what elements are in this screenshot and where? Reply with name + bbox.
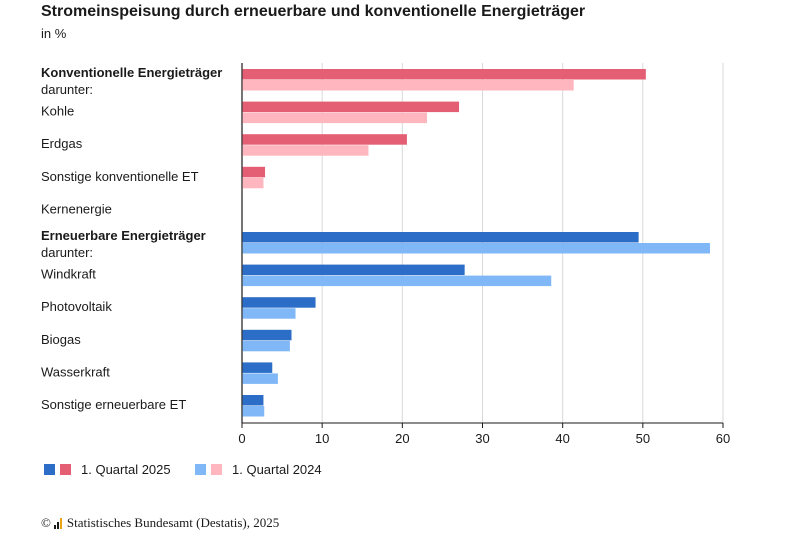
bar-8-2024 (242, 340, 290, 352)
legend-label-2024: 1. Quartal 2024 (232, 462, 322, 477)
bar-0-2025 (242, 69, 646, 80)
legend-item-2024[interactable]: 1. Quartal 2024 (195, 462, 322, 477)
category-sublabel-5: darunter: (41, 245, 93, 260)
x-tick-label-10: 10 (315, 431, 329, 446)
category-label-1: Kohle (41, 104, 74, 119)
bar-7-2025 (242, 297, 316, 308)
bar-10-2025 (242, 395, 264, 406)
legend-swatch-blue-2025 (44, 464, 55, 475)
bar-2-2025 (242, 134, 407, 145)
category-label-7: Photovoltaik (41, 299, 112, 314)
legend-item-2025[interactable]: 1. Quartal 2025 (44, 462, 171, 477)
category-label-4: Kernenergie (41, 201, 112, 216)
category-label-9: Wasserkraft (41, 364, 110, 379)
category-label-5: Erneuerbare Energieträger (41, 228, 206, 243)
category-sublabel-0: darunter: (41, 82, 93, 97)
category-label-3: Sonstige konventionelle ET (41, 169, 199, 184)
bar-2-2024 (242, 145, 369, 156)
x-tick-label-30: 30 (475, 431, 489, 446)
category-label-0: Konventionelle Energieträger (41, 65, 222, 80)
legend-swatch-red-2024 (211, 464, 222, 475)
bar-7-2024 (242, 308, 296, 319)
bar-5-2024 (242, 243, 710, 254)
legend-label-2025: 1. Quartal 2025 (81, 462, 171, 477)
bar-9-2025 (242, 362, 273, 373)
bar-1-2025 (242, 101, 460, 113)
x-tick-label-60: 60 (716, 431, 730, 446)
legend-swatch-red-2025 (60, 464, 71, 475)
category-label-8: Biogas (41, 332, 81, 347)
source-note: © Statistisches Bundesamt (Destatis), 20… (41, 515, 279, 531)
x-tick-label-0: 0 (238, 431, 245, 446)
bar-6-2025 (242, 264, 465, 276)
bar-9-2024 (242, 373, 278, 384)
bar-6-2024 (242, 275, 552, 287)
source-text: Statistisches Bundesamt (Destatis), 2025 (66, 515, 280, 530)
legend-swatch-blue-2024 (195, 464, 206, 475)
bar-chart: 0 10 20 30 40 50 60 Konventionelle Energieträge… (41, 63, 730, 446)
bar-8-2025 (242, 329, 292, 341)
x-tick-label-40: 40 (555, 431, 569, 446)
bar-10-2024 (242, 406, 265, 417)
bar-5-2025 (242, 232, 639, 243)
bar-3-2025 (242, 166, 266, 178)
bar-3-2024 (242, 177, 264, 189)
category-label-10: Sonstige erneuerbare ET (41, 397, 186, 412)
x-tick-label-50: 50 (636, 431, 650, 446)
destatis-logo-icon (53, 517, 63, 529)
category-label-6: Windkraft (41, 267, 96, 282)
chart-subtitle: in % (41, 26, 67, 41)
bar-0-2024 (242, 80, 574, 91)
bar-1-2024 (242, 112, 427, 124)
x-tick-label-20: 20 (395, 431, 409, 446)
category-label-2: Erdgas (41, 136, 83, 151)
copyright-symbol: © (41, 515, 51, 530)
chart-title: Stromeinspeisung durch erneuerbare und k… (41, 3, 586, 20)
